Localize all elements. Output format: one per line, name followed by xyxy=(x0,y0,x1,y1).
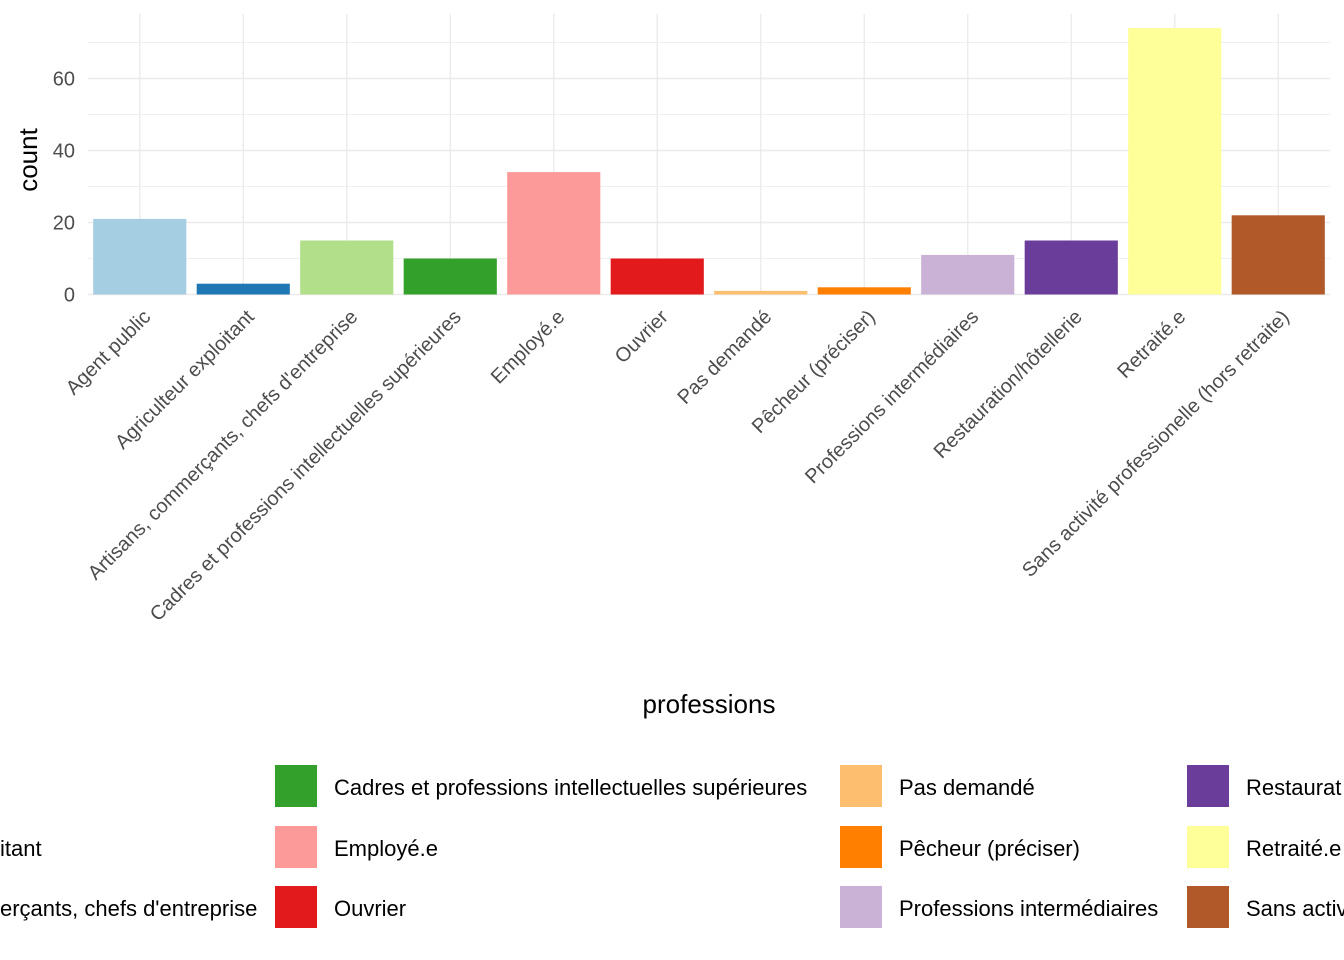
x-tick-label: Agent public xyxy=(62,306,155,399)
x-axis-title: professions xyxy=(643,689,776,719)
bar xyxy=(817,287,911,295)
y-tick-label: 60 xyxy=(53,69,75,91)
bar xyxy=(403,258,497,295)
legend-key xyxy=(275,765,317,807)
legend-label: erçants, chefs d'entreprise xyxy=(0,896,257,921)
bar xyxy=(1231,215,1325,295)
bar xyxy=(921,254,1015,295)
bar xyxy=(1024,240,1118,295)
legend-label: Pêcheur (préciser) xyxy=(899,836,1080,861)
bars xyxy=(93,28,1325,295)
legend-key xyxy=(275,826,317,868)
y-tick-label: 20 xyxy=(53,213,75,235)
legend-key xyxy=(275,886,317,928)
legend-label: Professions intermédiaires xyxy=(899,896,1158,921)
bar xyxy=(1128,28,1222,295)
legend-label: Employé.e xyxy=(334,836,438,861)
x-tick-label: Employé.e xyxy=(487,306,569,388)
y-axis-ticks: 0 20 40 60 xyxy=(53,69,75,307)
legend-label: Retraité.e xyxy=(1246,836,1341,861)
bar xyxy=(196,283,290,295)
bar xyxy=(507,172,601,295)
legend-label: itant xyxy=(0,836,42,861)
x-tick-label: Ouvrier xyxy=(611,306,673,368)
x-tick-label: Retraité.e xyxy=(1113,306,1190,383)
bar xyxy=(300,240,394,295)
grid-lines xyxy=(88,14,1330,296)
legend-key xyxy=(840,826,882,868)
legend-label: Restaurat xyxy=(1246,775,1341,800)
y-tick-label: 40 xyxy=(53,141,75,163)
y-tick-label: 0 xyxy=(64,285,75,307)
bar xyxy=(714,290,808,295)
legend-label: Pas demandé xyxy=(899,775,1035,800)
legend-key xyxy=(1187,765,1229,807)
legend-key xyxy=(1187,886,1229,928)
bar xyxy=(93,218,187,295)
legend-key xyxy=(840,886,882,928)
x-tick-label: Professions intermédiaires xyxy=(801,306,983,488)
legend: itant erçants, chefs d'entreprise Cadres e… xyxy=(0,765,1344,928)
legend-key xyxy=(1187,826,1229,868)
legend-label: Sans activ xyxy=(1246,896,1344,921)
legend-label: Cadres et professions intellectuelles su… xyxy=(334,775,807,800)
legend-label: Ouvrier xyxy=(334,896,406,921)
legend-key xyxy=(840,765,882,807)
x-tick-label: Pas demandé xyxy=(673,306,776,409)
bar xyxy=(610,258,704,295)
y-axis-title: count xyxy=(13,127,43,191)
